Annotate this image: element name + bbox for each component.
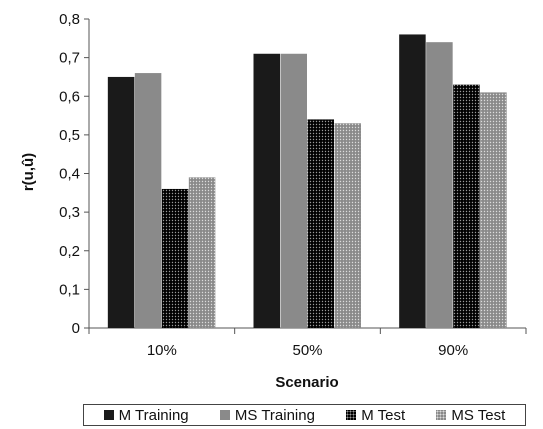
x-tick-label: 10% [147,342,177,359]
bar-m-training-90pct [399,34,426,328]
y-tick-label: 0,4 [59,166,80,183]
y-tick-label: 0,6 [59,88,80,105]
x-axis-title: Scenario [275,374,338,391]
bar-ms-training-10pct [134,73,162,328]
bar-m-training-50pct [253,53,280,328]
bar-m-training-10pct [107,76,135,328]
y-tick-label: 0,1 [59,281,80,298]
legend-label: M Test [361,406,406,424]
legend-item-ms-training: MS Training [219,406,315,424]
y-tick-label: 0,2 [59,243,80,260]
legend-swatch [346,410,357,420]
bar-ms-training-90pct [426,42,453,329]
bar-ms-test-10pct [188,177,216,328]
y-tick-label: 0 [72,320,80,337]
x-tick-label: 50% [292,342,322,359]
x-tick-label: 90% [438,342,468,359]
legend-swatch [436,410,447,420]
legend: M Training MS Training M Test MS Test [83,404,526,426]
x-axis: 10% 50% 90% [88,327,527,359]
legend-item-m-test: M Test [346,407,405,424]
bar-ms-test-90pct [480,92,507,328]
bar-ms-training-50pct [280,53,307,328]
bar-ms-test-50pct [334,123,361,328]
y-tick-label: 0,8 [59,11,80,28]
legend-swatch [103,410,114,420]
legend-label: M Training [118,406,189,424]
y-axis-title: r(u,û) [20,153,37,191]
bar-m-test-50pct [307,119,334,328]
legend-item-ms-test: MS Test [436,407,505,424]
legend-item-m-training: M Training [103,406,189,424]
bar-chart: 0 0,1 0,2 0,3 0,4 0,5 0,6 0,7 0,8 10% 50% 90% r(u,… [20,11,527,391]
y-axis: 0 0,1 0,2 0,3 0,4 0,5 0,6 0,7 0,8 [59,11,90,337]
legend-swatch [219,410,230,420]
y-tick-label: 0,3 [59,204,80,221]
legend-label: MS Training [234,406,315,424]
legend-label: MS Test [451,406,506,424]
bar-m-test-10pct [161,188,189,328]
bars [107,34,507,329]
y-tick-label: 0,7 [59,50,80,67]
bar-m-test-90pct [453,84,480,328]
y-tick-label: 0,5 [59,127,80,144]
